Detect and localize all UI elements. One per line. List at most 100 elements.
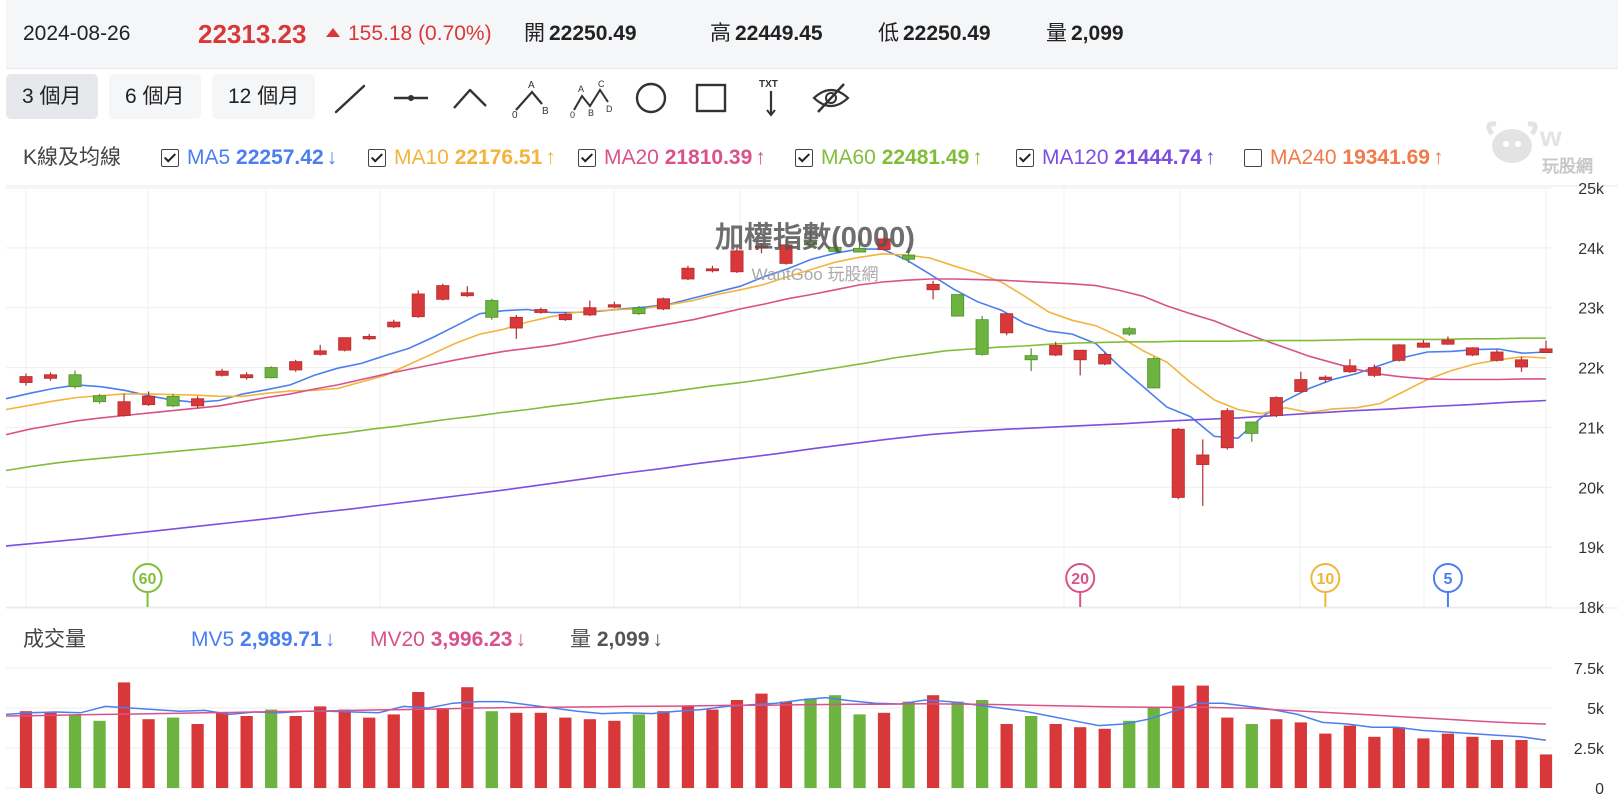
- ma240-checkbox[interactable]: [1244, 149, 1262, 167]
- mv5-value: 2,989.71: [240, 628, 322, 651]
- line-tool-icon[interactable]: [330, 78, 372, 118]
- candle-body: [338, 337, 352, 351]
- volume-bar: [951, 701, 964, 788]
- candle-body: [460, 292, 474, 297]
- candle-body: [1539, 348, 1553, 354]
- ma60-toggle[interactable]: MA60 22481.49 ↑: [795, 138, 983, 178]
- mv20-legend: MV20 3,996.23 ↓: [370, 622, 526, 658]
- range-6-month-button[interactable]: 6 個月: [109, 74, 201, 119]
- volume-legend-title: 成交量: [23, 628, 86, 651]
- candle-body: [43, 374, 58, 379]
- ma60-name: MA60: [821, 146, 876, 169]
- candle-body: [191, 398, 205, 407]
- volume-bar: [265, 709, 278, 788]
- volume-bar: [289, 716, 302, 788]
- candle-body: [1392, 344, 1406, 361]
- volume-bar: [1490, 740, 1504, 788]
- ma5-value: 22257.42: [236, 146, 324, 169]
- high-value: 22449.45: [735, 22, 823, 45]
- candle-body: [1441, 339, 1455, 345]
- ma20-name: MA20: [604, 146, 659, 169]
- abcd-wave-tool-icon[interactable]: A C B D 0: [570, 78, 613, 120]
- price-axis-tick-label: 23k: [1578, 301, 1605, 318]
- candle-body: [436, 285, 450, 300]
- candle-body: [1171, 428, 1185, 498]
- ma20-checkbox[interactable]: [578, 149, 596, 167]
- volume-bar: [1368, 736, 1381, 788]
- volume-bar: [559, 717, 572, 788]
- chart-watermark-subtitle: WantGoo 玩股網: [751, 265, 879, 284]
- candle-body: [926, 283, 940, 291]
- svg-text:0: 0: [512, 110, 518, 118]
- candle-body: [93, 395, 107, 403]
- candle-body: [1416, 342, 1430, 348]
- abc-wave-tool-icon[interactable]: A B 0: [510, 78, 552, 121]
- range-12-month-button[interactable]: 12 個月: [212, 74, 316, 119]
- ma-marker-label: 10: [1316, 571, 1334, 588]
- hide-drawings-icon[interactable]: [810, 78, 852, 118]
- volume-bar: [976, 700, 989, 788]
- candle-body: [607, 304, 621, 308]
- candle-body: [19, 376, 33, 383]
- price-axis-tick-label: 18k: [1578, 600, 1605, 617]
- mv5-legend: MV5 2,989.71 ↓: [191, 622, 335, 658]
- volume-bar: [853, 714, 866, 788]
- candle-body: [1490, 351, 1504, 361]
- ma20-line: [5, 278, 1546, 436]
- volume-bar: [1098, 728, 1111, 788]
- ma20-value: 21810.39: [664, 146, 753, 169]
- volume-bar: [1392, 727, 1406, 788]
- ma5-name: MA5: [187, 146, 231, 169]
- volume-bar: [19, 711, 33, 788]
- svg-text:A: A: [528, 80, 535, 91]
- text-tool-icon[interactable]: TXT: [750, 78, 792, 118]
- candle-body: [1000, 313, 1014, 334]
- volume-bar: [93, 720, 106, 788]
- price-change-value: 155.18 (0.70%): [348, 22, 492, 45]
- candle-body: [117, 401, 131, 416]
- ma-marker-label: 5: [1443, 571, 1452, 588]
- volume-bar: [657, 711, 670, 788]
- candle-body: [1318, 376, 1332, 380]
- rectangle-tool-icon[interactable]: [690, 78, 732, 118]
- candle-body: [1245, 421, 1259, 434]
- volume-bar: [436, 708, 449, 788]
- ma60-arrow-icon: ↑: [972, 146, 983, 169]
- volume-bar: [534, 712, 547, 788]
- volume-bar: [902, 701, 915, 788]
- volume-bar: [485, 711, 498, 788]
- volume-bar: [926, 695, 940, 788]
- ma60-checkbox[interactable]: [795, 149, 813, 167]
- ma120-name: MA120: [1042, 146, 1109, 169]
- volume-bar: [583, 719, 596, 788]
- ma10-checkbox[interactable]: [368, 149, 386, 167]
- volume-bar: [1147, 708, 1160, 788]
- price-axis-tick-label: 22k: [1578, 361, 1605, 378]
- ma10-line: [5, 252, 1547, 415]
- ma-marker-bubble: [1310, 563, 1341, 593]
- candle-body: [68, 374, 82, 388]
- svg-text:A: A: [578, 84, 584, 94]
- volume-axis-tick-label: 7.5k: [1574, 661, 1605, 678]
- volume-bar: [632, 714, 646, 788]
- ma120-checkbox[interactable]: [1016, 149, 1034, 167]
- ma10-toggle[interactable]: MA10 22176.51 ↑: [368, 138, 556, 178]
- ma20-toggle[interactable]: MA20 21810.39 ↑: [578, 138, 766, 178]
- ma20-arrow-icon: ↑: [755, 146, 766, 169]
- ma-marker-label: 20: [1071, 571, 1089, 588]
- circle-tool-icon[interactable]: [630, 78, 672, 118]
- price-axis-tick-label: 20k: [1578, 480, 1605, 497]
- angle-tool-icon[interactable]: [450, 78, 492, 118]
- ma240-toggle[interactable]: MA240 19341.69 ↑: [1244, 138, 1443, 178]
- range-3-month-button[interactable]: 3 個月: [6, 74, 98, 119]
- horizontal-line-tool-icon[interactable]: [390, 78, 432, 118]
- ma60-line: [5, 337, 1546, 472]
- ma5-checkbox[interactable]: [161, 149, 179, 167]
- ma120-toggle[interactable]: MA120 21444.74 ↑: [1016, 138, 1215, 178]
- candle-body: [1049, 345, 1063, 356]
- ma5-toggle[interactable]: MA5 22257.42 ↓: [161, 138, 337, 178]
- mv5-line: [5, 696, 1547, 741]
- ma10-name: MA10: [394, 146, 449, 169]
- ma120-arrow-icon: ↑: [1204, 146, 1216, 169]
- volume-bar: [730, 700, 744, 788]
